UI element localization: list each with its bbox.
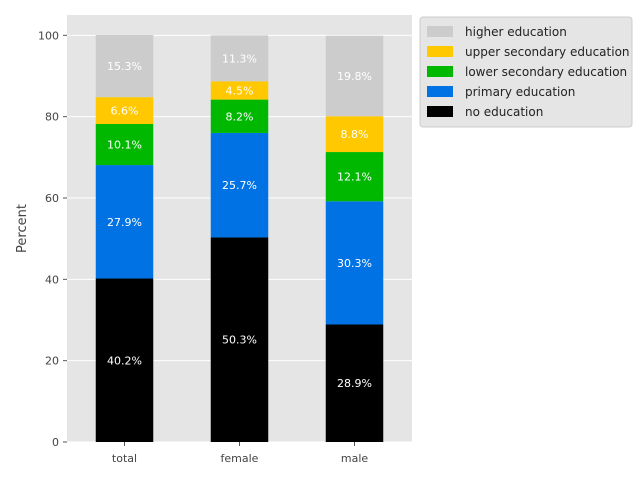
bar-value-label: 15.3% (107, 60, 142, 73)
legend-swatch (427, 106, 453, 117)
y-axis-label: Percent (15, 204, 30, 253)
bar-segment (210, 132, 269, 238)
bar-value-label: 8.2% (226, 110, 254, 123)
legend-swatch (427, 86, 453, 97)
y-tick-label: 0 (52, 436, 59, 449)
legend-entry: primary education (465, 85, 575, 99)
legend-entry: lower secondary education (465, 65, 627, 79)
x-tick-label: female (221, 452, 259, 465)
bar-segment (325, 201, 384, 325)
bar-segment (95, 97, 154, 124)
bar-value-label: 6.6% (111, 105, 139, 118)
bar-segment (210, 35, 269, 82)
bar-value-label: 12.1% (337, 171, 372, 184)
bar-segment (210, 81, 269, 100)
bar-segment (95, 34, 154, 98)
bar-value-label: 28.9% (337, 377, 372, 390)
y-tick-label: 60 (45, 192, 59, 205)
legend-swatch (427, 26, 453, 37)
x-tick-label: male (341, 452, 369, 465)
y-tick-label: 80 (45, 111, 59, 124)
x-tick-label: total (112, 452, 137, 465)
legend-entry: no education (465, 105, 543, 119)
bar-value-label: 50.3% (222, 334, 257, 347)
bar-value-label: 19.8% (337, 70, 372, 83)
bar-value-label: 8.8% (341, 128, 369, 141)
x-axis: total female male (112, 442, 368, 465)
bar-value-label: 40.2% (107, 354, 142, 367)
bar-segment (325, 324, 384, 442)
legend: higher education upper secondary educatio… (419, 16, 633, 128)
legend-swatch (427, 46, 453, 57)
bar-segment (325, 152, 384, 202)
bar-value-label: 27.9% (107, 216, 142, 229)
legend-swatch (427, 66, 453, 77)
y-tick-label: 100 (38, 29, 59, 42)
bar-value-label: 10.1% (107, 139, 142, 152)
bar-segment (325, 35, 384, 117)
bar-segment (325, 116, 384, 153)
bar-value-label: 4.5% (226, 84, 254, 97)
bar-segment (95, 278, 154, 442)
y-tick-label: 20 (45, 355, 59, 368)
bars: 40.2% 27.9% 10.1% 6.6% 15.3% 50.3% 25.7% 8.2% 4.… (95, 34, 384, 442)
bar-value-label: 25.7% (222, 179, 257, 192)
bar-value-label: 11.3% (222, 52, 257, 65)
legend-entry: higher education (465, 25, 567, 39)
legend-entry: upper secondary education (465, 45, 630, 59)
bar-segment (210, 237, 269, 442)
bar-value-label: 30.3% (337, 257, 372, 270)
bar-segment (95, 123, 154, 166)
y-tick-label: 40 (45, 273, 59, 286)
y-axis: 0 20 40 60 80 100 (38, 29, 67, 449)
bar-segment (210, 99, 269, 133)
bar-segment (95, 165, 154, 279)
legend-box (419, 16, 633, 128)
